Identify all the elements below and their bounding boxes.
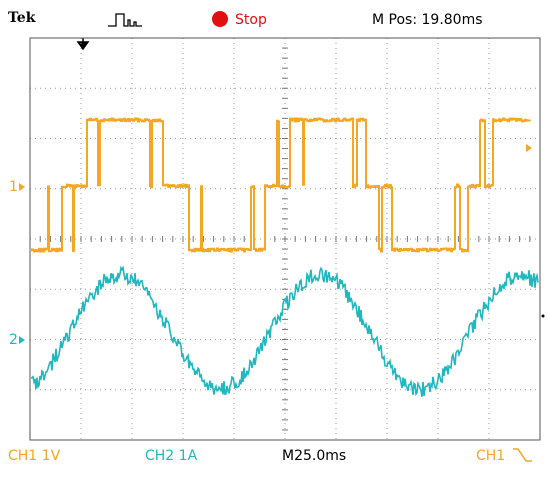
trigger-level-marker	[526, 144, 532, 152]
stop-indicator	[212, 11, 228, 27]
ch1-waveform	[31, 117, 531, 253]
ch2-marker: 2	[9, 332, 18, 348]
trigger-slope-icon	[513, 448, 532, 462]
graticule	[29, 37, 541, 441]
ch2-waveform	[30, 265, 539, 397]
reference-dot	[541, 314, 545, 318]
screen-border	[29, 37, 541, 441]
ch2-marker-arrow	[19, 336, 25, 344]
ch2-scale: CH2 1A	[145, 448, 198, 464]
ch1-marker-arrow	[19, 183, 25, 191]
trigger-position-marker	[76, 38, 90, 51]
horizontal-position: M Pos: 19.80ms	[372, 12, 483, 28]
timebase: M25.0ms	[282, 448, 346, 464]
ch1-marker: 1	[9, 179, 18, 195]
brand: Tek	[8, 10, 36, 26]
trigger-source: CH1	[476, 448, 505, 464]
ch1-scale: CH1 1V	[8, 448, 61, 464]
acquisition-icon	[108, 13, 142, 27]
run-status: Stop	[235, 12, 267, 28]
